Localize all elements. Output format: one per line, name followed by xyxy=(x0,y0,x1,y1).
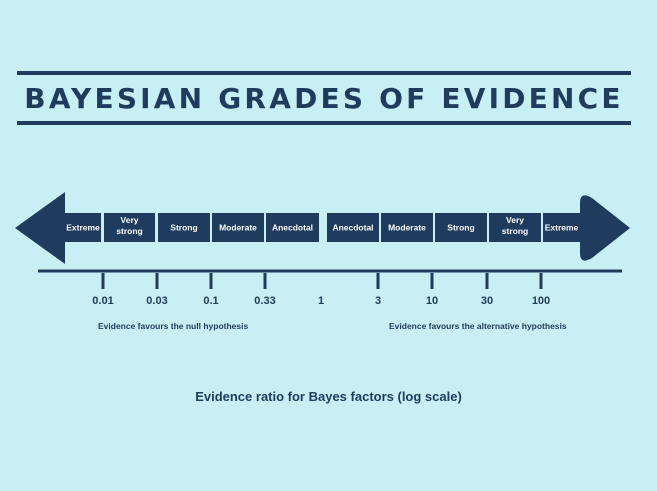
tick-label: 0.01 xyxy=(92,295,113,307)
tick-label: 10 xyxy=(426,295,438,307)
tick-label: 100 xyxy=(532,295,550,307)
grade-label: Very strong xyxy=(502,215,528,236)
tick-label: 30 xyxy=(481,295,493,307)
grade-label: Extreme xyxy=(66,223,100,233)
grade-box-alternative-8 xyxy=(435,213,487,242)
right-arrow-head xyxy=(580,195,630,261)
grade-label: Strong xyxy=(447,223,474,233)
grade-box-alternative-7 xyxy=(381,213,433,242)
tick-label: 3 xyxy=(375,295,381,307)
tick-label: 0.1 xyxy=(203,295,218,307)
grade-box-alternative-9 xyxy=(489,213,541,242)
grade-box-null-1 xyxy=(65,213,101,242)
null-hypothesis-label: Evidence favours the null hypothesis xyxy=(98,321,249,331)
grade-label: Moderate xyxy=(219,223,257,233)
tick-label: 0.33 xyxy=(254,295,275,307)
grade-label: Strong xyxy=(170,223,197,233)
grade-label: Anecdotal xyxy=(272,223,313,233)
grade-box-alternative-6 xyxy=(327,213,379,242)
alternative-hypothesis-label: Evidence favours the alternative hypothe… xyxy=(389,321,567,331)
title-rule-bottom xyxy=(17,121,631,125)
grade-label: Anecdotal xyxy=(332,223,373,233)
grade-box-null-4 xyxy=(212,213,264,242)
axis-caption: Evidence ratio for Bayes factors (log sc… xyxy=(195,389,462,404)
title-rule-top xyxy=(17,71,631,75)
page-title: BAYESIAN GRADES OF EVIDENCE xyxy=(24,82,624,115)
tick-label: 1 xyxy=(318,295,324,307)
grade-box-null-3 xyxy=(158,213,210,242)
grade-label: Extreme xyxy=(545,223,579,233)
tick-label: 0.03 xyxy=(146,295,167,307)
grade-label: Moderate xyxy=(388,223,426,233)
grade-box-alternative-10 xyxy=(543,213,580,242)
grade-box-null-2 xyxy=(104,213,155,242)
grade-box-null-5 xyxy=(266,213,319,242)
left-arrow-head xyxy=(15,192,65,264)
grade-label: Very strong xyxy=(116,215,142,236)
